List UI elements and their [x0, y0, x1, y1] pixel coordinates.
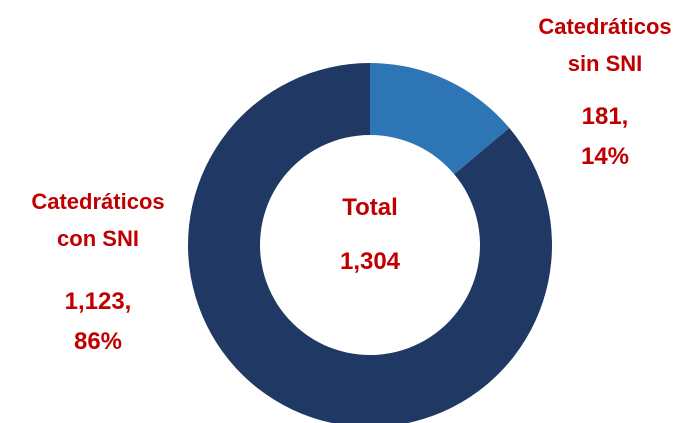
- center-label: Total: [342, 194, 398, 221]
- value-label: 181, 14%: [580, 103, 630, 170]
- donut-slice: [188, 63, 552, 423]
- category-label: Catedráticos con SNI: [31, 189, 165, 251]
- category-label: Catedráticos sin SNI: [538, 14, 672, 76]
- donut-slice: [370, 63, 510, 175]
- value-label: 1,123, 86%: [64, 288, 132, 355]
- center-value: 1,304: [339, 248, 401, 275]
